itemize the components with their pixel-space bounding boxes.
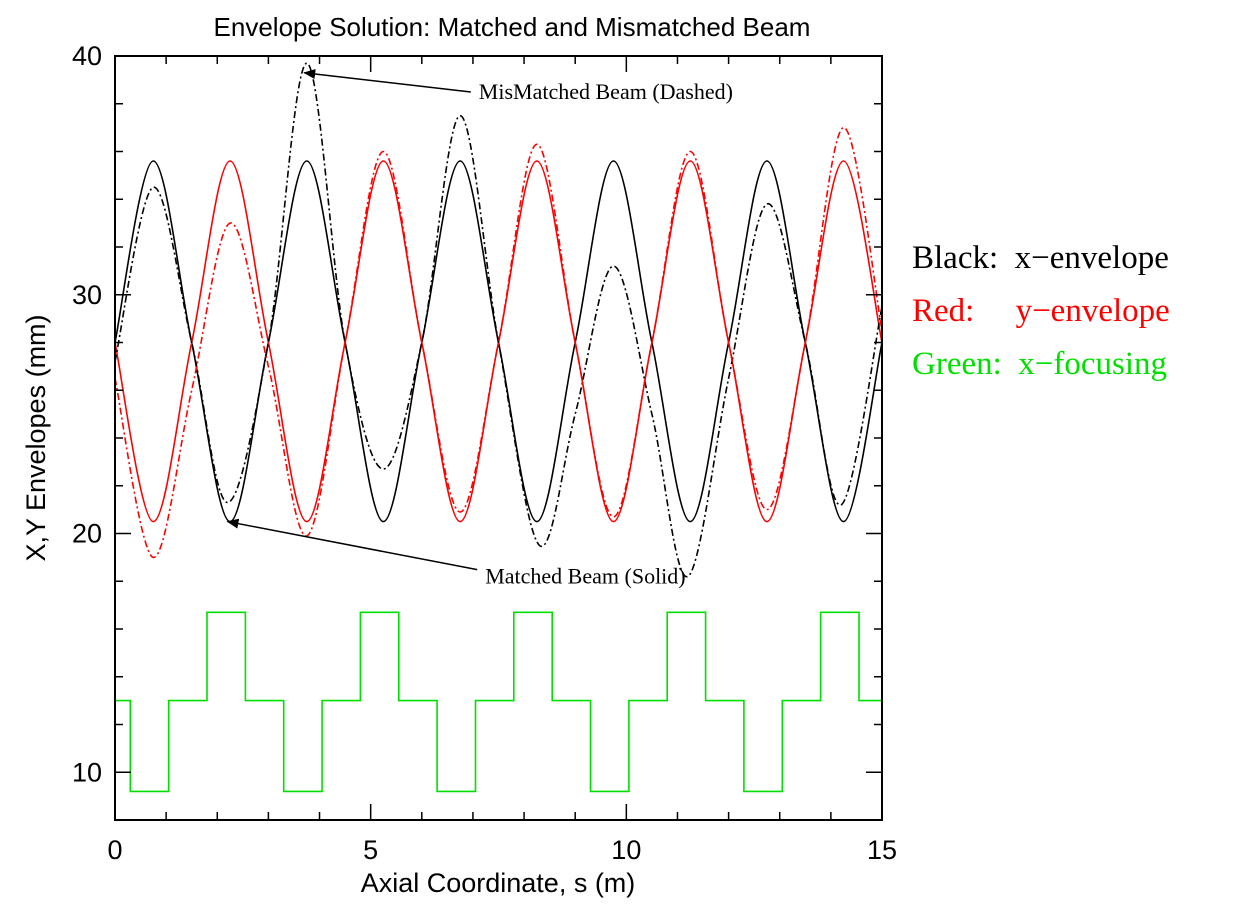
annotation-arrow-0 [303,69,471,93]
x-axis-label: Axial Coordinate, s (m) [361,868,636,898]
y-tick-label: 10 [72,757,102,787]
x-tick-label: 10 [611,835,641,865]
x-tick-label: 15 [867,835,897,865]
annotation-text-1: Matched Beam (Solid) [485,564,685,589]
series-line-3 [114,126,883,559]
annotation-layer: MisMatched Beam (Dashed) Matched Beam (So… [226,69,733,589]
y-axis-label: X,Y Envelopes (mm) [21,314,51,561]
chart-title: Envelope Solution: Matched and Mismatche… [214,12,811,42]
x-tick-label: 5 [363,835,378,865]
series-line-2 [114,62,883,578]
y-tick-label: 40 [72,41,102,71]
legend-entry-2: Green: x−focusing [912,346,1167,382]
y-tick-label: 30 [72,280,102,310]
legend: Black: x−envelope Red: y−envelope Green: x… [912,240,1170,382]
legend-entry-1: Red: y−envelope [912,293,1170,329]
legend-entry-0: Black: x−envelope [912,240,1169,276]
series-layer [114,62,883,793]
axes-layer: 0 5 10 15 10 20 30 40 [72,41,897,865]
annotation-text-0: MisMatched Beam (Dashed) [479,79,733,104]
y-tick-label: 20 [72,519,102,549]
series-line-4 [115,611,882,793]
plot-frame [114,55,883,821]
annotation-arrow-1 [226,518,478,571]
x-tick-label: 0 [107,835,122,865]
